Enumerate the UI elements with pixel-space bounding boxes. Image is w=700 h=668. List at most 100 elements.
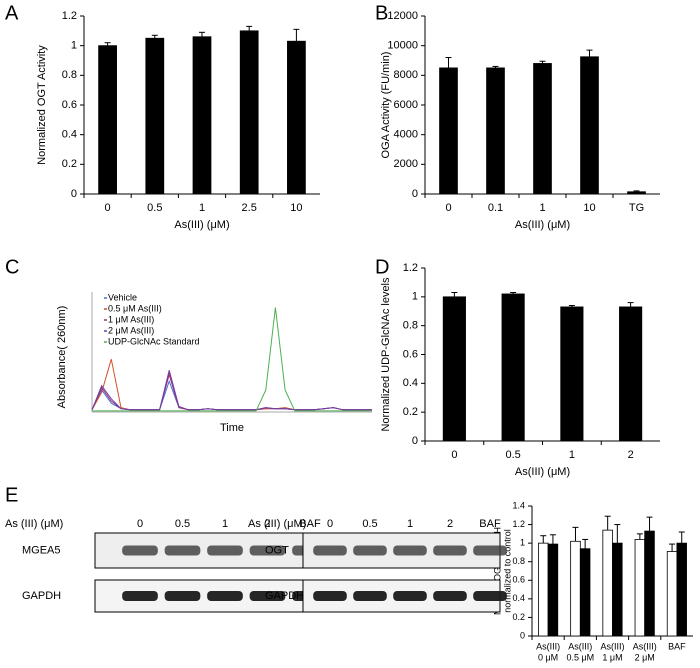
y-tick-label: 6000 xyxy=(394,99,418,111)
bar xyxy=(619,306,643,442)
x-tick-label: 0 xyxy=(451,449,457,461)
trace xyxy=(91,379,372,411)
blot-band xyxy=(164,591,201,601)
blot-band xyxy=(393,591,427,601)
blot-band xyxy=(433,545,467,556)
bar xyxy=(287,40,306,195)
blot-band xyxy=(207,545,243,556)
x-tick-label: As(III) xyxy=(536,641,560,651)
y-tick-label: 0 xyxy=(520,630,525,640)
bar xyxy=(192,36,212,195)
panel-letter: B xyxy=(375,2,388,24)
trace xyxy=(91,370,372,411)
y-tick-label: 1 xyxy=(412,291,418,303)
blot-header: As (III) (μM) xyxy=(248,518,306,530)
blot-row-label: GAPDH xyxy=(265,590,304,602)
y-tick-label: 1.2 xyxy=(403,262,418,274)
y-tick-label: 0.6 xyxy=(62,99,77,111)
y-tick-label: 0.2 xyxy=(512,612,525,622)
bar xyxy=(580,56,599,195)
x-tick-label: 2.5 xyxy=(242,202,257,214)
y-tick-label: 1.2 xyxy=(62,10,77,22)
x-tick-label: 1 μM xyxy=(602,652,622,662)
lane-label: 0.5 xyxy=(362,518,377,530)
x-tick-label: 0.1 xyxy=(488,202,503,214)
bar xyxy=(439,67,458,195)
x-tick-label: 0 xyxy=(445,202,451,214)
blot-band xyxy=(122,545,158,556)
blot-row-label: GAPDH xyxy=(22,590,61,602)
trace xyxy=(91,372,372,411)
y-tick-label: 0.2 xyxy=(403,406,418,418)
blot-band xyxy=(249,545,286,556)
blot-band xyxy=(313,591,347,601)
blot-band xyxy=(353,545,387,556)
bar xyxy=(145,37,165,195)
bar xyxy=(538,542,549,637)
lane-label: 1 xyxy=(222,518,228,530)
trace xyxy=(92,307,372,412)
y-tick-label: 10000 xyxy=(387,40,418,52)
y-tick-label: 0.6 xyxy=(512,575,525,585)
blot-row-label: OGT xyxy=(265,544,289,556)
bar xyxy=(560,306,584,442)
lane-label: 0 xyxy=(327,518,333,530)
bar xyxy=(239,30,259,195)
y-tick-label: 0 xyxy=(412,188,418,200)
blot-header: As (III) (μM) xyxy=(5,518,63,530)
legend-label: Vehicle xyxy=(108,292,137,302)
x-axis-label: As(III) (μM) xyxy=(174,219,229,231)
bar xyxy=(666,551,678,637)
x-tick-label: 10 xyxy=(583,202,595,214)
blot-band xyxy=(473,545,507,556)
x-tick-label: 1 xyxy=(199,202,205,214)
lane-label: 2 xyxy=(264,518,270,530)
blot-band xyxy=(122,591,158,601)
x-tick-label: 0.5 xyxy=(147,202,162,214)
bar xyxy=(634,539,646,637)
x-tick-label: As(III) xyxy=(601,641,625,651)
panel-letter: C xyxy=(5,256,19,278)
y-tick-label: 0.4 xyxy=(512,593,525,603)
y-axis-label: Absorbance( 260nm) xyxy=(56,306,68,409)
y-tick-label: 0 xyxy=(71,188,77,200)
lane-label: BAF xyxy=(299,518,321,530)
bar xyxy=(547,543,559,637)
blot-band xyxy=(249,591,286,601)
y-tick-label: 0 xyxy=(412,435,418,447)
y-axis-label: OGA Activity (FU/min) xyxy=(380,52,392,159)
y-tick-label: 0.8 xyxy=(403,320,418,332)
y-tick-label: 0.6 xyxy=(403,348,418,360)
y-tick-label: 0.8 xyxy=(512,556,525,566)
blot-band xyxy=(473,591,507,601)
x-tick-label: 0 μM xyxy=(538,652,558,662)
x-tick-label: As(III) xyxy=(633,641,657,651)
y-tick-label: 2000 xyxy=(394,158,418,170)
y-tick-label: 0.4 xyxy=(62,129,77,141)
legend-label: 0.5 μM As(III) xyxy=(108,303,162,313)
blot-band xyxy=(207,591,243,601)
bar xyxy=(579,548,591,637)
x-tick-label: As(III) xyxy=(568,641,592,651)
lane-label: 2 xyxy=(447,518,453,530)
x-tick-label: 2 μM xyxy=(635,652,655,662)
x-tick-label: 1 xyxy=(569,449,575,461)
bar xyxy=(501,293,525,442)
x-tick-label: 2 xyxy=(628,449,634,461)
y-tick-label: 0.4 xyxy=(403,377,418,389)
legend-label: UDP-GlcNAc Standard xyxy=(108,336,200,346)
x-axis-label: Time xyxy=(220,422,244,434)
panel-letter: A xyxy=(5,2,19,24)
bar xyxy=(602,529,613,637)
legend-label: 2 μM As(III) xyxy=(108,325,154,335)
x-tick-label: 1 xyxy=(539,202,545,214)
bar xyxy=(486,67,505,195)
bar xyxy=(533,63,552,195)
y-axis-label: MGEA5/OGT/GAPDH xyxy=(492,527,502,615)
bar xyxy=(627,191,646,195)
x-tick-label: 0 xyxy=(105,202,111,214)
blot-band xyxy=(353,591,387,601)
y-tick-label: 1 xyxy=(71,40,77,52)
y-tick-label: 0.2 xyxy=(62,158,77,170)
